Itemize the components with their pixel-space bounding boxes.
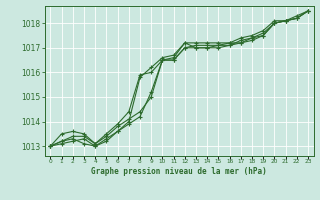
X-axis label: Graphe pression niveau de la mer (hPa): Graphe pression niveau de la mer (hPa) [91,167,267,176]
